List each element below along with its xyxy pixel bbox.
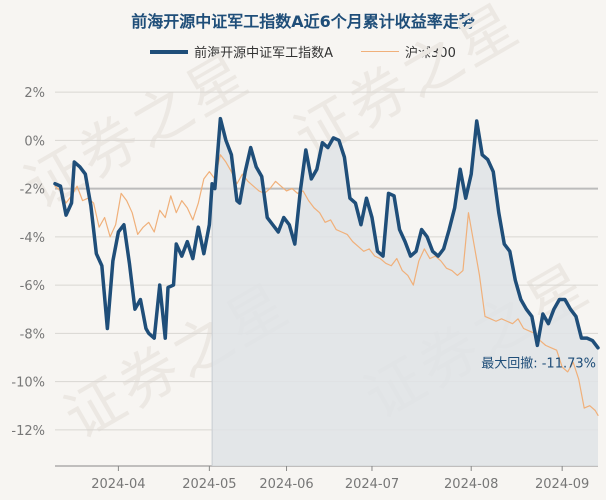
legend-swatch-main: [150, 49, 189, 54]
legend-label-main: 前海开源中证军工指数A: [194, 46, 334, 61]
legend-label-hs300: 沪深300: [405, 46, 456, 61]
x-tick-label: 2024-06: [259, 477, 313, 492]
y-tick-label: -12%: [11, 424, 45, 439]
y-tick-label: -4%: [20, 231, 45, 246]
series-line-hs300: [54, 154, 599, 416]
x-tick-label: 2024-05: [182, 477, 236, 492]
x-tick-label: 2024-07: [345, 477, 399, 492]
x-tick-label: 2024-04: [91, 477, 145, 492]
y-tick-label: -2%: [20, 183, 45, 198]
y-tick-label: -6%: [20, 279, 45, 294]
y-tick-label: 2%: [24, 86, 45, 101]
legend: 前海开源中证军工指数A 沪深300: [0, 42, 606, 61]
legend-item-main[interactable]: 前海开源中证军工指数A: [150, 42, 333, 61]
y-tick-label: -10%: [11, 376, 45, 391]
y-tick-label: 0%: [24, 134, 45, 149]
x-tick-label: 2024-09: [535, 477, 589, 492]
y-tick-label: -8%: [20, 327, 45, 342]
x-tick-label: 2024-08: [444, 477, 498, 492]
series-line-main: [53, 116, 600, 350]
drawdown-label: 最大回撤: -11.73%: [481, 355, 596, 371]
legend-swatch-hs300: [361, 51, 400, 52]
legend-item-hs300[interactable]: 沪深300: [361, 42, 456, 61]
chart-title: 前海开源中证军工指数A近6个月累计收益率走势: [131, 12, 475, 31]
drawdown-area: [212, 118, 598, 466]
